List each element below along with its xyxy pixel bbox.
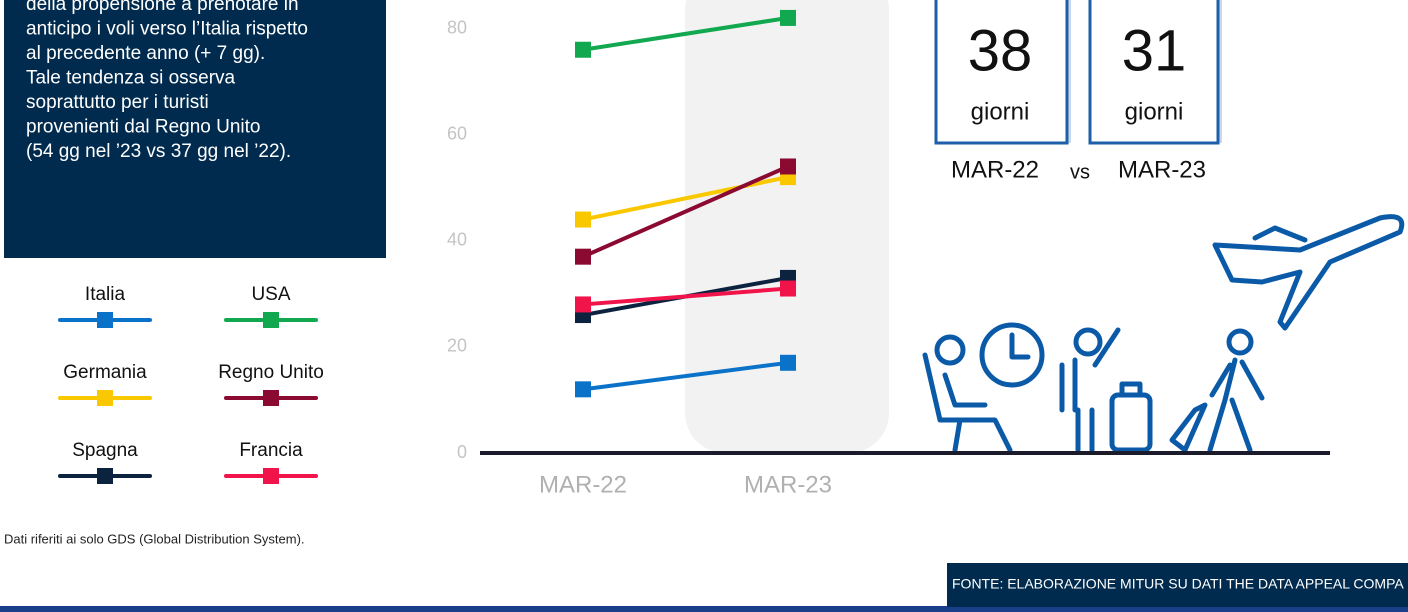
kpi-unit: giorni <box>971 98 1030 125</box>
panel-text: al precedente anno (+ 7 gg). <box>26 43 265 64</box>
kpi-value: 38 <box>968 18 1033 83</box>
x-tick-label: MAR-23 <box>744 471 832 498</box>
point <box>780 280 796 297</box>
y-tick-label: 80 <box>447 17 467 37</box>
person-head <box>1073 327 1103 357</box>
series-line <box>582 286 789 307</box>
travel-icons <box>922 214 1405 453</box>
point <box>575 248 591 265</box>
kpi-label: MAR-22 <box>951 156 1039 183</box>
legend-marker <box>97 312 113 328</box>
waving-person <box>1059 327 1121 453</box>
panel-text: soprattutto per i turisti <box>26 92 209 113</box>
series-line <box>582 164 789 259</box>
legend-marker <box>263 390 279 406</box>
panel-text: Tale tendenza si osserva <box>26 68 236 89</box>
kpi-box <box>934 0 1069 145</box>
legend-label: Francia <box>239 440 303 461</box>
source-box <box>947 563 1408 607</box>
legend-marker <box>263 312 279 328</box>
bottom-band <box>0 606 1408 612</box>
kpi-unit: giorni <box>1125 98 1184 125</box>
legend-marker <box>97 390 113 406</box>
note: Dati riferiti ai solo GDS (Global Distri… <box>4 531 305 546</box>
source: FONTE: ELABORAZIONE MITUR SU DATI THE DA… <box>952 576 1404 592</box>
walking-person <box>1169 357 1265 453</box>
suitcase-icon <box>1109 392 1153 453</box>
legend-label: Italia <box>85 284 126 305</box>
point <box>780 158 796 175</box>
y-tick-label: 40 <box>447 230 467 250</box>
panel-text: provenienti dal Regno Unito <box>26 117 261 138</box>
kpi-label: vs <box>1070 161 1090 183</box>
clock-hands <box>1009 332 1031 360</box>
y-tick-label: 20 <box>447 336 467 356</box>
legend-label: Spagna <box>72 440 138 461</box>
legend-label: Germania <box>63 362 147 383</box>
person-head <box>934 334 966 366</box>
clock-icon <box>979 322 1045 388</box>
y-tick-label: 60 <box>447 123 467 143</box>
series-line <box>582 15 789 52</box>
seated-person <box>922 352 1013 453</box>
x-tick-label: MAR-22 <box>539 471 627 498</box>
person-head <box>1226 328 1254 356</box>
series-line <box>582 360 789 392</box>
kpi-box <box>1088 0 1220 145</box>
point <box>575 211 591 228</box>
text-panel <box>4 0 386 258</box>
kpi-value: 31 <box>1122 18 1187 83</box>
point <box>780 354 796 371</box>
series-line <box>582 175 789 222</box>
point <box>575 41 591 58</box>
point <box>575 381 591 398</box>
suitcase-handle <box>1119 381 1143 398</box>
panel-text: della propensione a prenotare in <box>26 0 299 15</box>
panel-text: anticipo i voli verso l’Italia rispetto <box>26 19 308 40</box>
point <box>780 9 796 26</box>
highlight-band <box>685 0 889 453</box>
y-tick-label: 0 <box>457 442 467 462</box>
kpi-label: MAR-23 <box>1118 156 1206 183</box>
legend-marker <box>263 468 279 484</box>
legend-marker <box>97 468 113 484</box>
legend-label: Regno Unito <box>218 362 324 383</box>
legend-label: USA <box>251 284 290 305</box>
point <box>575 296 591 313</box>
panel-text: (54 gg nel ’23 vs 37 gg nel ’22). <box>26 141 291 162</box>
plane-icon <box>1212 214 1405 331</box>
